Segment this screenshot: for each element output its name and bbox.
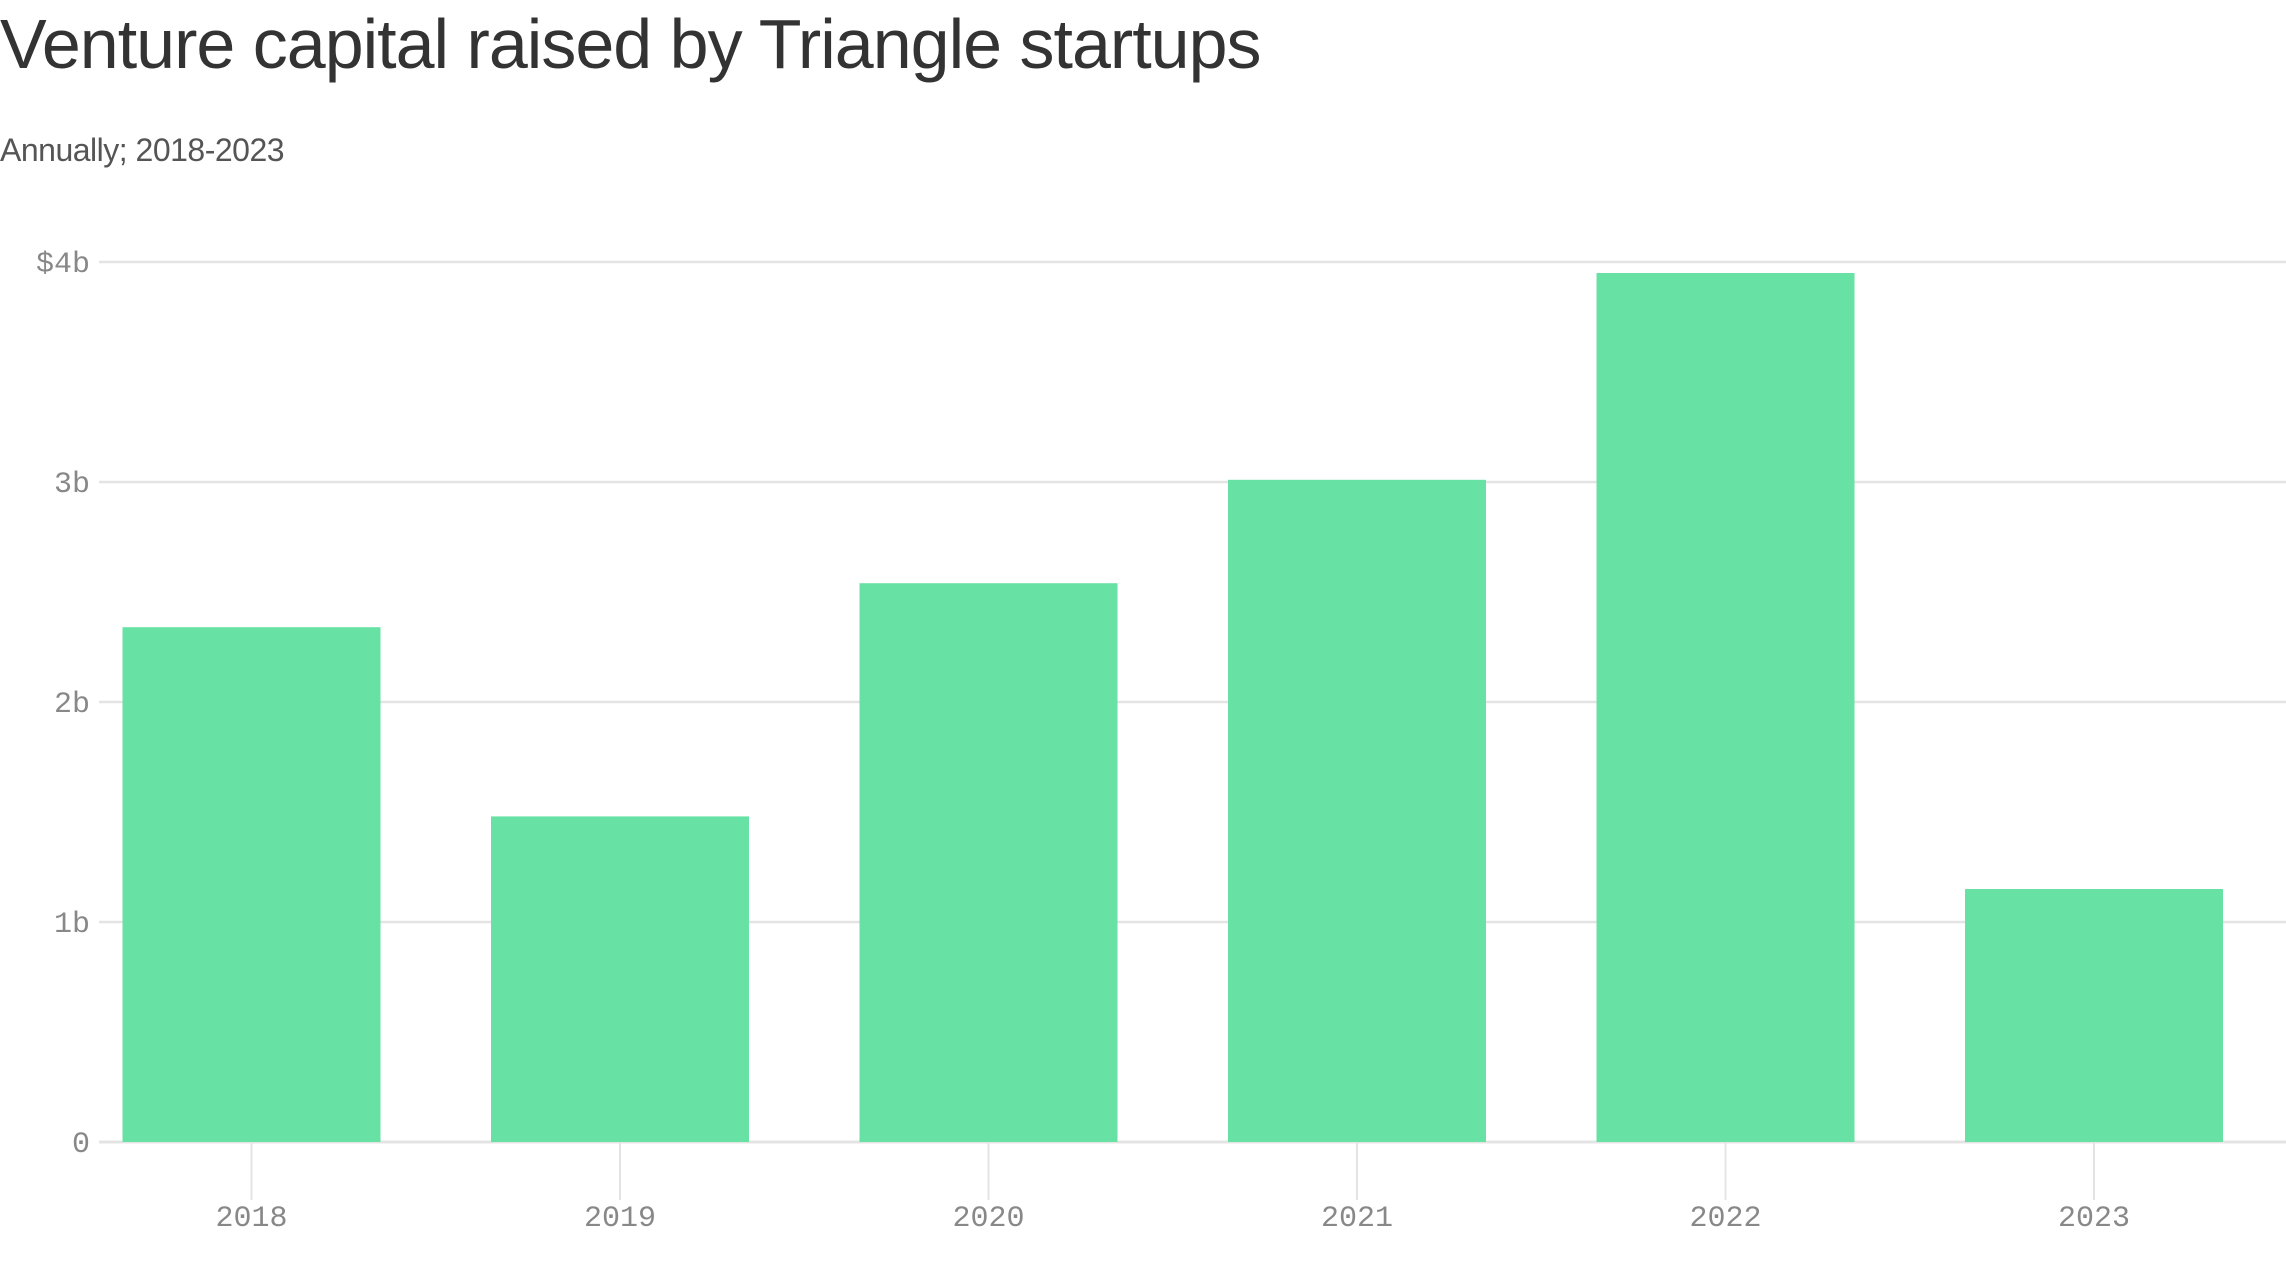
y-tick-label: 1b: [54, 908, 90, 942]
x-tick-label: 2020: [952, 1202, 1024, 1236]
x-tick-label: 2023: [2058, 1202, 2130, 1236]
x-tick-label: 2021: [1321, 1202, 1393, 1236]
bar-2021: [1228, 479, 1486, 1142]
x-tick-label: 2018: [215, 1202, 287, 1236]
y-tick-label: 2b: [54, 688, 90, 722]
y-tick-label: $4b: [36, 248, 90, 282]
chart-title: Venture capital raised by Triangle start…: [0, 5, 1262, 83]
bar-2018: [122, 627, 381, 1142]
bar-2023: [1965, 889, 2223, 1142]
y-tick-label: 3b: [54, 468, 90, 502]
bar-2022: [1596, 273, 1855, 1142]
x-tick-label: 2019: [584, 1202, 656, 1236]
y-tick-label: 0: [72, 1128, 90, 1162]
chart-subtitle: Annually; 2018-2023: [0, 132, 285, 168]
bar-2020: [859, 583, 1118, 1142]
x-tick-label: 2022: [1689, 1202, 1761, 1236]
bar-2019: [491, 816, 749, 1142]
